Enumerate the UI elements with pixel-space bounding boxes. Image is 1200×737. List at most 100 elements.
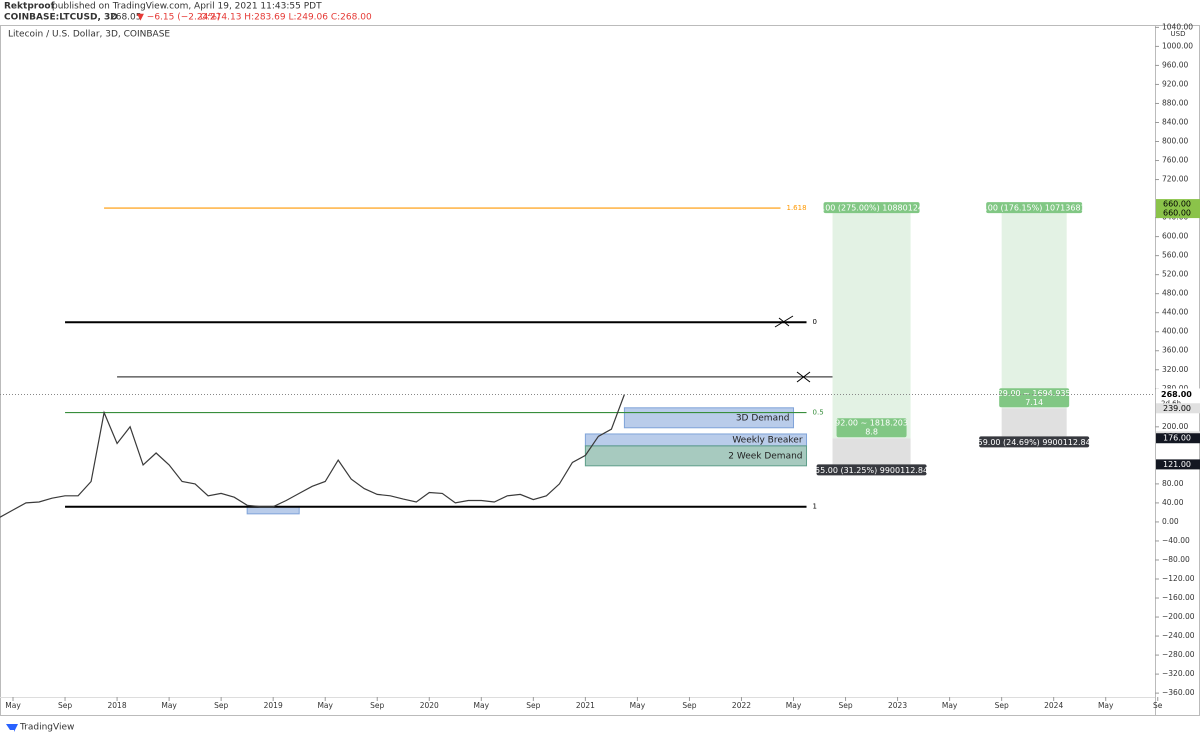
price-tag <box>1156 208 1200 219</box>
zone <box>246 506 300 515</box>
zone-label: Weekly Breaker <box>732 435 803 445</box>
y-tick-label: −320.00 <box>1162 669 1195 678</box>
x-tick-label: 2022 <box>732 701 751 710</box>
y-tick-label: 400.00 <box>1162 327 1188 336</box>
zone-label: 3D Demand <box>736 413 790 423</box>
y-tick-label: 0.00 <box>1162 517 1179 526</box>
x-tick-label: 2021 <box>576 701 595 710</box>
footer: TradingView <box>19 723 74 733</box>
loss-zone <box>1001 408 1067 437</box>
x-tick-label: Sep <box>370 701 384 710</box>
x-tick-label: Sep <box>838 701 852 710</box>
x-tick-label: May <box>474 701 490 710</box>
price-tag-label: 660.00 <box>1163 209 1191 218</box>
y-tick-label: −80.00 <box>1162 555 1190 564</box>
y-tick-label: 1040.00 <box>1162 22 1193 31</box>
profit-zone <box>1001 208 1067 409</box>
x-tick-label: Sep <box>526 701 540 710</box>
x-tick-label: Sep <box>214 701 228 710</box>
x-tick-label: May <box>317 701 333 710</box>
level-label: 1.618 <box>787 204 807 212</box>
y-tick-label: 840.00 <box>1162 117 1188 126</box>
y-tick-label: 360.00 <box>1162 346 1188 355</box>
cross-mark <box>774 315 811 383</box>
label-bg <box>823 202 920 214</box>
price-tag-label: 660.00 <box>1163 200 1191 209</box>
y-tick-label: 40.00 <box>1162 498 1184 507</box>
x-tick-label: Sep <box>58 701 72 710</box>
zone-label: 2 Week Demand <box>728 451 802 461</box>
x-tick-label: 2023 <box>888 701 907 710</box>
ohlc: O:274.13 H:283.69 L:249.06 C:268.00 <box>200 13 372 23</box>
label-bg <box>999 388 1070 408</box>
chart-title: Litecoin / U.S. Dollar, 3D, COINBASE <box>8 30 170 40</box>
y-tick-label: 880.00 <box>1162 98 1188 107</box>
y-tick-label: −40.00 <box>1162 536 1190 545</box>
price-tag <box>1156 199 1200 210</box>
y-tick-label: −240.00 <box>1162 631 1195 640</box>
y-tick-label: 960.00 <box>1162 60 1188 69</box>
price-tag-label: 121.00 <box>1163 460 1191 469</box>
entry-label: 92.00 ~ 1818.203 <box>835 419 908 428</box>
label-bg <box>816 464 927 476</box>
change: ▼ −6.15 (−2.24%) <box>137 13 220 23</box>
x-tick-label: May <box>5 701 21 710</box>
x-tick-label: May <box>942 701 958 710</box>
target-label: 421.00 (176.15%) 10713681.63 <box>970 204 1098 213</box>
y-tick-label: −280.00 <box>1162 650 1195 659</box>
y-tick-label: −200.00 <box>1162 612 1195 621</box>
y-tick-label: 280.00 <box>1162 384 1188 393</box>
y-tick-label: 1000.00 <box>1162 41 1193 50</box>
entry-qty: 7.14 <box>1025 398 1043 407</box>
profit-zone <box>832 208 911 439</box>
price-tag-label: 268.00 <box>1161 390 1192 399</box>
y-tick-label: −120.00 <box>1162 574 1195 583</box>
level-label: 0 <box>813 318 817 326</box>
y-tick-label: 480.00 <box>1162 289 1188 298</box>
level-label: 1 <box>813 503 817 511</box>
target-label: 484.00 (275.00%) 10880124.25 <box>807 204 935 213</box>
published: published on TradingView.com, April 19, … <box>52 2 322 12</box>
label-bg <box>979 436 1090 448</box>
stop-label: 55.00 (31.25%) 9900112.84 <box>815 466 928 475</box>
entry-label: 29.00 ~ 1694.935 <box>998 389 1071 398</box>
x-tick-label: May <box>630 701 646 710</box>
y-tick-label: 560.00 <box>1162 251 1188 260</box>
x-tick-label: 2024 <box>1044 701 1063 710</box>
y-tick-label: 760.00 <box>1162 156 1188 165</box>
y-tick-label: 440.00 <box>1162 308 1188 317</box>
x-tick-label: May <box>786 701 802 710</box>
x-tick-label: Sep <box>682 701 696 710</box>
symbol: COINBASE:LTCUSD, 3D <box>4 13 118 23</box>
y-tick-label: 920.00 <box>1162 79 1188 88</box>
price-tag <box>1156 403 1200 414</box>
x-tick-label: 2020 <box>420 701 439 710</box>
stop-label: 59.00 (24.69%) 9900112.84 <box>978 438 1091 447</box>
y-tick-label: −360.00 <box>1162 688 1195 697</box>
y-tick-label: 80.00 <box>1162 479 1184 488</box>
y-tick-label: 800.00 <box>1162 137 1188 146</box>
loss-zone <box>832 438 911 465</box>
y-tick-label: 720.00 <box>1162 175 1188 184</box>
price-tag <box>1156 433 1200 444</box>
x-tick-label: Se <box>1153 701 1163 710</box>
y-unit: USD <box>1171 30 1186 38</box>
x-tick-label: May <box>161 701 177 710</box>
x-tick-label: 2018 <box>108 701 127 710</box>
x-tick-label: 2019 <box>264 701 283 710</box>
label-bg <box>836 418 907 438</box>
y-tick-label: 200.00 <box>1162 422 1188 431</box>
x-tick-label: May <box>1098 701 1114 710</box>
y-tick-label: 600.00 <box>1162 232 1188 241</box>
logo <box>6 724 18 732</box>
footer-bar <box>0 716 1200 737</box>
y-tick-label: 520.00 <box>1162 270 1188 279</box>
publisher: Rektproof <box>4 2 55 12</box>
price-tag-label: 176.00 <box>1163 434 1191 443</box>
y-tick-label: 320.00 <box>1162 365 1188 374</box>
price-tag <box>1156 459 1200 470</box>
price-tag-label: 239.00 <box>1163 404 1191 413</box>
label-bg <box>986 202 1083 214</box>
